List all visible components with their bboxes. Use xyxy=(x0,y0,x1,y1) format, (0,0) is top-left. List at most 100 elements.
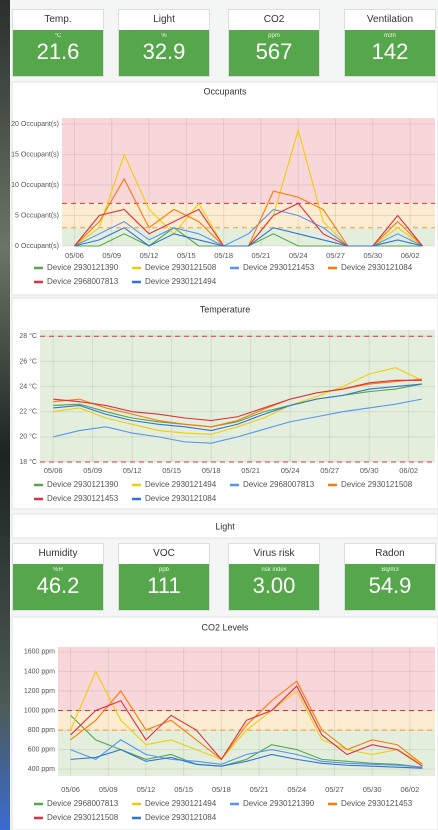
legend-label: Device 2930121494 xyxy=(145,799,217,808)
y-tick-label: 22 °C xyxy=(19,408,37,416)
y-tick-label: 15 Occupant(s) xyxy=(11,151,59,158)
y-tick-label: 1400 ppm xyxy=(24,668,55,675)
series-line xyxy=(70,739,423,768)
x-tick-label: 05/21 xyxy=(252,251,271,260)
stat-tile: Light % 32.9 xyxy=(118,9,210,77)
x-tick-label: 05/06 xyxy=(61,785,80,794)
x-tick-label: 05/21 xyxy=(250,785,269,794)
series-line xyxy=(53,383,422,432)
threshold-band xyxy=(58,730,435,776)
tile-title: Light xyxy=(153,14,175,25)
tile-unit: Bq/m3 xyxy=(381,567,399,573)
tile-unit: risk index xyxy=(261,567,287,573)
legend-label: Device 2930121390 xyxy=(47,263,119,272)
legend-label: Device 2930121084 xyxy=(145,494,217,503)
x-tick-label: 06/02 xyxy=(401,251,420,260)
tile-title: Humidity xyxy=(38,548,78,559)
x-tick-label: 05/27 xyxy=(326,251,345,260)
x-tick-label: 05/09 xyxy=(102,251,121,260)
y-tick-label: 1000 ppm xyxy=(24,707,55,714)
stat-tile: VOC ppb 111 xyxy=(118,543,210,611)
tile-body: risk index 3.00 xyxy=(229,564,319,610)
x-tick-label: 05/12 xyxy=(123,466,142,475)
series-line xyxy=(53,378,422,428)
y-tick-label: 5 Occupant(s) xyxy=(15,212,59,219)
series-line xyxy=(70,749,423,769)
y-tick-label: 800 ppm xyxy=(28,727,55,734)
series-line xyxy=(53,398,422,444)
legend-label: Device 2968007813 xyxy=(47,277,119,286)
tile-body: °C 21.6 xyxy=(13,30,103,76)
tile-value: 142 xyxy=(371,39,409,64)
series-line xyxy=(53,379,422,422)
y-tick-label: 400 ppm xyxy=(28,766,55,773)
tile-unit: % xyxy=(161,33,167,39)
y-tick-label: 28 °C xyxy=(19,332,37,340)
tile-title: CO2 xyxy=(263,14,285,25)
x-tick-label: 05/27 xyxy=(325,785,344,794)
legend-label: Device 2930121390 xyxy=(47,480,119,489)
y-tick-label: 10 Occupant(s) xyxy=(11,182,59,189)
series-line xyxy=(53,383,422,428)
x-tick-label: 05/12 xyxy=(137,785,156,794)
stat-tile: CO2 ppm 567 xyxy=(228,9,320,77)
y-tick-label: 1600 ppm xyxy=(24,649,55,656)
tile-body: % 32.9 xyxy=(119,30,209,76)
tile-title: Temp. xyxy=(44,14,72,25)
legend-label: Device 2930121453 xyxy=(243,263,315,272)
legend-label: Device 2930121084 xyxy=(341,263,413,272)
legend-label: Device 2930121084 xyxy=(145,813,217,822)
tile-value: 3.00 xyxy=(252,573,296,598)
tile-body: ppb 111 xyxy=(119,564,209,610)
legend-label: Device 2968007813 xyxy=(243,480,315,489)
series-line xyxy=(74,227,423,247)
tile-unit: °C xyxy=(54,33,62,39)
x-tick-label: 05/12 xyxy=(140,251,159,260)
x-tick-label: 05/09 xyxy=(99,785,118,794)
series-line xyxy=(70,680,423,765)
y-tick-label: 20 °C xyxy=(19,433,37,441)
tile-body: Bq/m3 54.9 xyxy=(345,564,435,610)
tile-title: VOC xyxy=(153,548,175,559)
x-tick-label: 05/24 xyxy=(287,785,306,794)
series-line xyxy=(70,685,423,767)
stat-tile: Virus risk risk index 3.00 xyxy=(228,543,320,611)
legend-label: Device 2930121494 xyxy=(145,480,217,489)
y-tick-label: 18 °C xyxy=(19,458,37,466)
x-tick-label: 05/18 xyxy=(212,785,231,794)
tile-body: %H 46.2 xyxy=(13,564,103,610)
panel-title: Light xyxy=(215,521,235,531)
x-tick-label: 06/02 xyxy=(399,466,418,475)
threshold-band xyxy=(62,118,435,204)
threshold-band xyxy=(62,203,435,228)
legend-label: Device 2968007813 xyxy=(47,799,119,808)
legend-label: Device 2930121508 xyxy=(341,480,413,489)
tile-value: 21.6 xyxy=(36,39,80,64)
tile-title: Radon xyxy=(375,548,405,559)
series-line xyxy=(70,670,423,765)
y-tick-label: 0 Occupant(s) xyxy=(15,243,59,250)
tile-body: m3h 142 xyxy=(345,30,435,76)
stat-tile: Humidity %H 46.2 xyxy=(12,543,104,611)
x-tick-label: 05/15 xyxy=(162,466,181,475)
x-tick-label: 06/02 xyxy=(400,785,419,794)
threshold-band xyxy=(58,647,435,711)
series-line xyxy=(53,367,423,435)
chart-title: CO2 Levels xyxy=(201,622,249,632)
x-tick-label: 05/06 xyxy=(65,251,84,260)
x-tick-label: 05/30 xyxy=(363,785,382,794)
tile-value: 111 xyxy=(147,573,181,598)
tile-body: ppm 567 xyxy=(229,30,319,76)
x-tick-label: 05/15 xyxy=(174,785,193,794)
legend-label: Device 2930121453 xyxy=(47,494,119,503)
tile-title: Ventilation xyxy=(366,14,414,25)
y-tick-label: 24 °C xyxy=(19,382,37,390)
y-tick-label: 600 ppm xyxy=(28,746,55,753)
panel xyxy=(11,513,438,539)
tile-unit: m3h xyxy=(384,33,396,39)
tile-unit: ppb xyxy=(158,567,169,573)
x-tick-label: 05/21 xyxy=(241,466,260,475)
chart-title: Temperature xyxy=(200,304,251,314)
